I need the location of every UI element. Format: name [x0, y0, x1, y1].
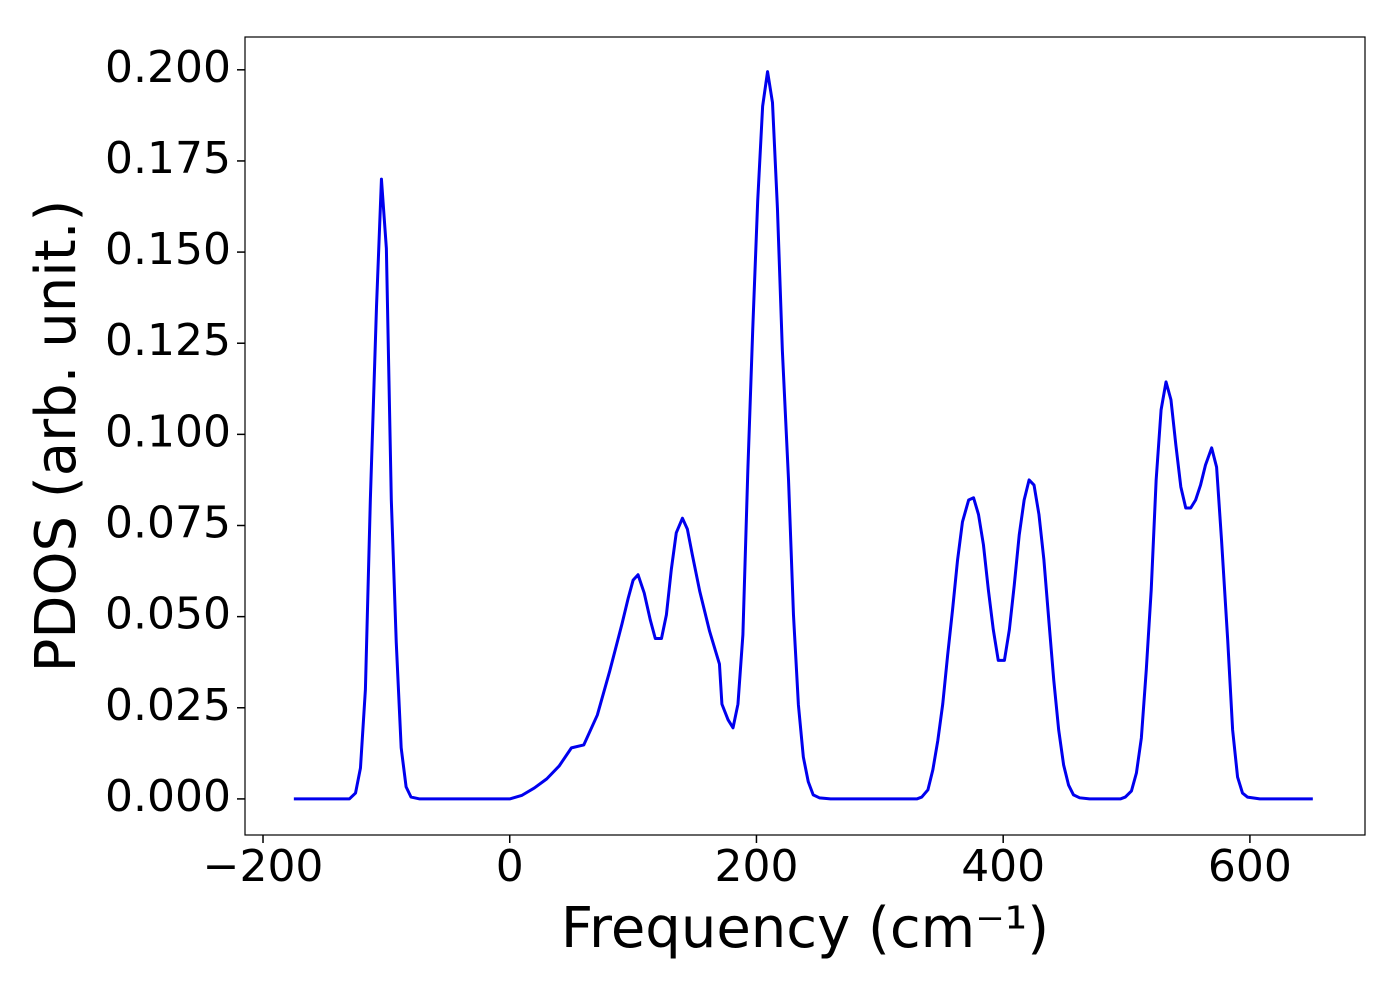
x-tick-label: 0 — [496, 841, 524, 892]
y-axis-label: PDOS (arb. unit.) — [24, 200, 89, 673]
y-tick-label: 0.000 — [105, 771, 231, 822]
y-tick-label: 0.200 — [105, 42, 231, 93]
data-line — [293, 70, 1313, 801]
x-tick-label: 400 — [961, 841, 1045, 892]
y-tick-label: 0.150 — [105, 224, 231, 275]
x-tick-label: 200 — [714, 841, 798, 892]
y-tick-label: 0.025 — [105, 680, 231, 731]
plot-frame — [244, 36, 1366, 836]
x-tick-label: −200 — [203, 841, 324, 892]
x-tick-label: 600 — [1208, 841, 1292, 892]
y-tick-label: 0.075 — [105, 497, 231, 548]
y-tick-label: 0.100 — [105, 406, 231, 457]
x-axis-label: Frequency (cm⁻¹) — [561, 896, 1049, 961]
y-tick-label: 0.125 — [105, 315, 231, 366]
y-tick-label: 0.050 — [105, 589, 231, 640]
y-tick-label: 0.175 — [105, 133, 231, 184]
